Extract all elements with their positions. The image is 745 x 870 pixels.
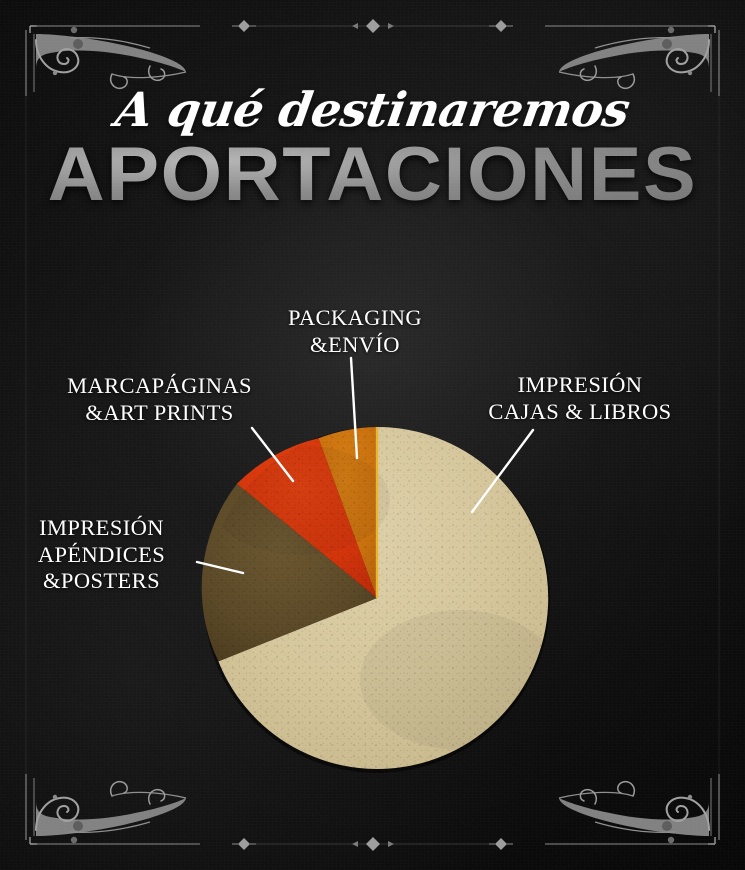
title-block: A qué destinaremos APORTACIONES	[0, 83, 745, 213]
leader-line-impresion-cajas	[470, 428, 535, 514]
pie-label-impresion-cajas: IMPRESIÓN CAJAS & LIBROS	[488, 372, 672, 424]
pie-label-marcapaginas: MARCAPÁGINAS &ART PRINTS	[67, 373, 252, 425]
leader-line-packaging	[349, 356, 359, 460]
leader-lines	[195, 356, 535, 575]
title-main-line: APORTACIONES	[0, 137, 745, 213]
pie-texture	[206, 427, 548, 769]
leader-line-impresion-apendices	[195, 560, 245, 575]
pie-label-packaging: PACKAGING &ENVÍO	[287, 305, 423, 357]
leader-line-marcapaginas	[250, 426, 295, 483]
pie-label-impresion-apendices: IMPRESIÓN APÉNDICES &POSTERS	[37, 515, 166, 594]
